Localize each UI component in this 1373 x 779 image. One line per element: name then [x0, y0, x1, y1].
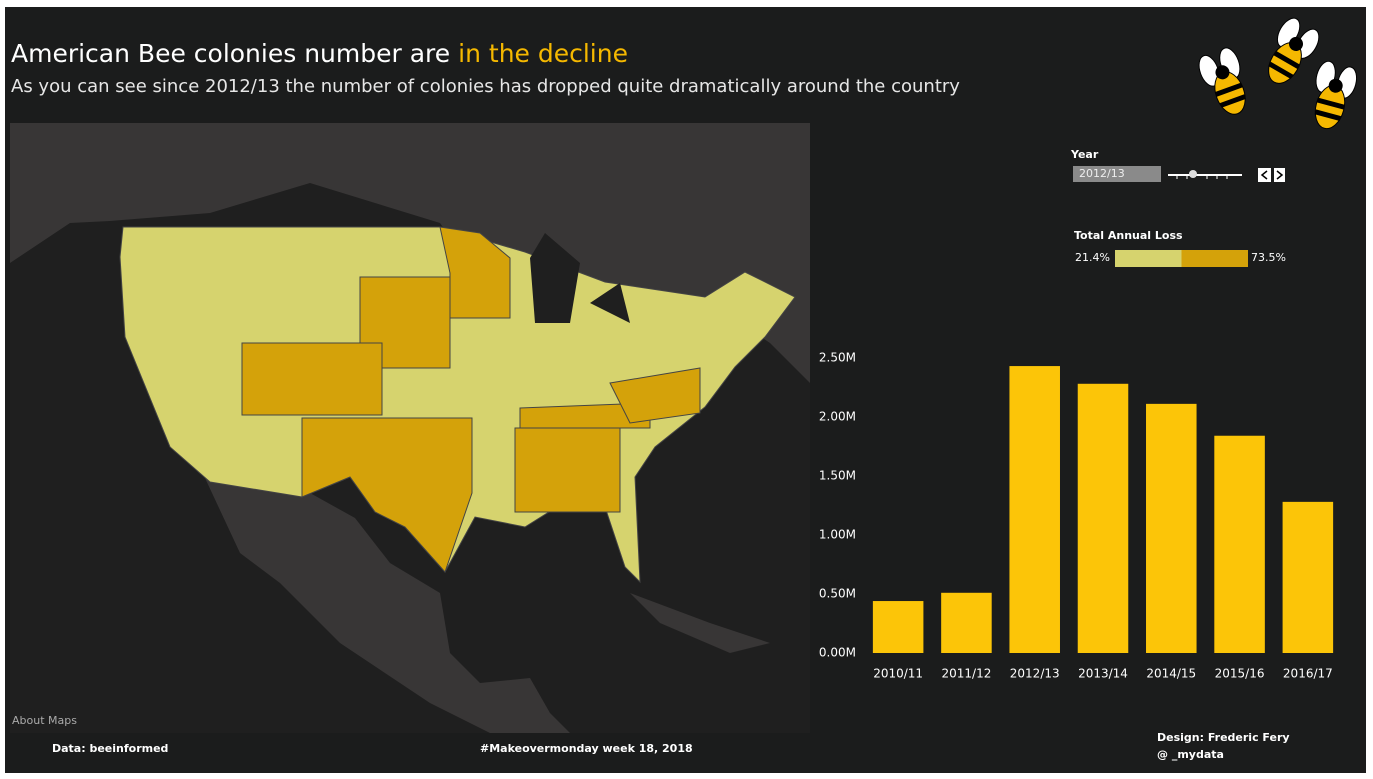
y-tick-label: 1.50M — [819, 468, 856, 482]
year-slider[interactable] — [1165, 166, 1285, 184]
map-credit: About Maps — [12, 714, 77, 727]
x-tick-label: 2012/13 — [1010, 667, 1060, 681]
state-high — [439, 226, 511, 319]
bar — [1077, 383, 1129, 653]
legend-title: Total Annual Loss — [1074, 229, 1183, 242]
x-tick-label: 2011/12 — [941, 667, 991, 681]
footer-handle: @ _mydata — [1157, 748, 1224, 761]
filter-label: Year — [1071, 148, 1099, 161]
legend-max: 73.5% — [1251, 251, 1286, 264]
y-tick-label: 2.50M — [819, 350, 856, 364]
x-tick-label: 2014/15 — [1146, 667, 1196, 681]
bar — [941, 592, 992, 653]
dashboard: American Bee colonies number are in the d… — [5, 7, 1366, 773]
bar — [1214, 435, 1265, 653]
footer-design: Design: Frederic Fery — [1157, 731, 1290, 744]
bar — [1009, 366, 1060, 653]
bar — [1146, 403, 1197, 653]
state-high — [609, 367, 701, 424]
year-select[interactable]: 2012/13 — [1073, 166, 1161, 182]
state-high — [241, 342, 383, 416]
y-tick-label: 2.00M — [819, 409, 856, 423]
bar — [872, 601, 924, 653]
bees-icon — [1198, 17, 1358, 130]
footer-tag: #Makeovermonday week 18, 2018 — [480, 742, 693, 755]
title-main: American Bee colonies number are — [11, 39, 451, 68]
y-tick-label: 1.00M — [819, 527, 856, 541]
bar — [1282, 501, 1334, 653]
footer-source: Data: beeinformed — [52, 742, 169, 755]
great-lakes — [530, 233, 630, 323]
state-high — [301, 417, 473, 573]
title-highlight: in the decline — [458, 39, 628, 68]
x-tick-label: 2013/14 — [1078, 667, 1128, 681]
x-tick-label: 2016/17 — [1283, 667, 1333, 681]
legend-ramp — [1115, 250, 1248, 267]
y-tick-label: 0.00M — [819, 646, 856, 660]
y-tick-label: 0.50M — [819, 586, 856, 600]
map — [10, 123, 810, 733]
legend-min: 21.4% — [1075, 251, 1110, 264]
caribbean — [630, 593, 770, 653]
x-tick-label: 2015/16 — [1215, 667, 1265, 681]
bar-chart: 0.00M 0.50M 1.00M 1.50M 2.00M 2.50M 2010/11 201… — [819, 350, 1334, 681]
state-high — [519, 402, 651, 429]
mexico — [205, 478, 570, 733]
title: American Bee colonies number are in the d… — [11, 39, 628, 68]
subtitle: As you can see since 2012/13 the number … — [11, 76, 960, 97]
x-tick-label: 2010/11 — [873, 667, 923, 681]
